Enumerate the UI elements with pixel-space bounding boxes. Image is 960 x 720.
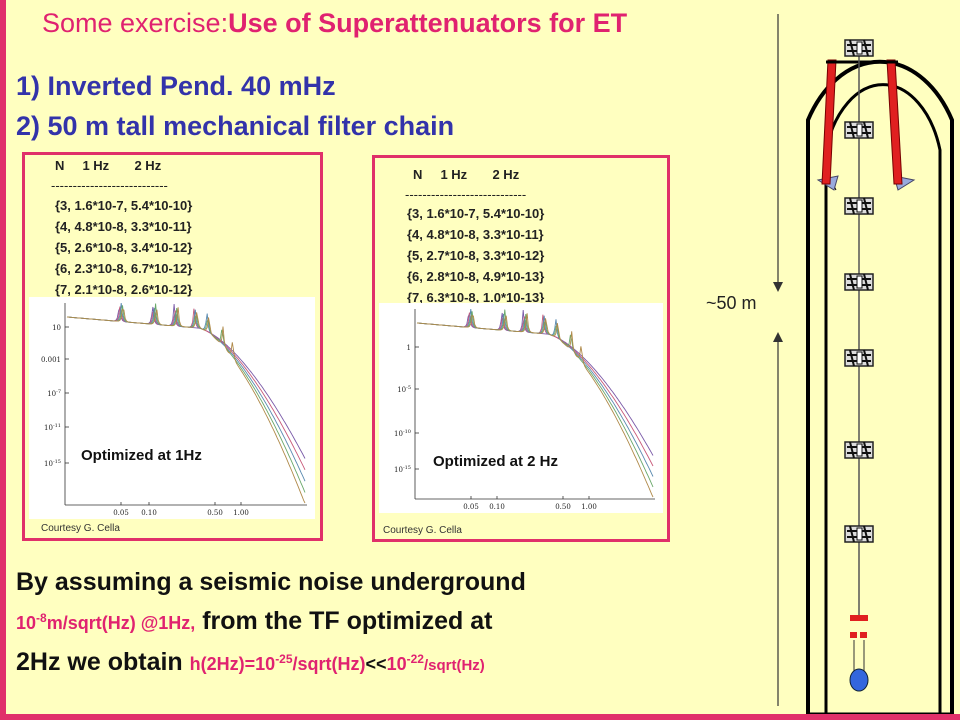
y-tick-label: 10 (52, 324, 61, 332)
h-exp: -25 (275, 652, 293, 666)
marionette-top (850, 615, 868, 621)
panel-2hz: N 1 Hz 2 Hz ----------------------------… (372, 155, 670, 542)
conclusion-line-3-start: 2Hz we obtain (16, 648, 190, 676)
panel-1-row: {6, 2.3*10-8, 6.7*10-12} (55, 261, 193, 276)
y-tick-label: 10-7 (47, 389, 61, 398)
panel-1hz: N 1 Hz 2 Hz --------------------------- … (22, 152, 323, 541)
x-tick-label: 0.10 (489, 503, 505, 511)
bound-base: 10 (386, 654, 407, 674)
plot-1hz: 10 0.001 10-7 10-11 10-15 0.05 0.10 0.50 1.00 Op… (29, 297, 315, 534)
filter-stage (844, 525, 874, 543)
tf-series-line (66, 307, 306, 504)
x-tick-label: 0.10 (141, 509, 157, 517)
tower-inner-wall (824, 83, 942, 714)
x-tick-label: 0.05 (463, 503, 479, 511)
arrow-down-icon (773, 282, 783, 292)
conclusion-line-2-rest: from the TF optimized at (195, 607, 493, 635)
panel-1-row: {3, 1.6*10-7, 5.4*10-10} (55, 198, 193, 213)
plot-1hz-svg: 10 0.001 10-7 10-11 10-15 0.05 0.10 0.50 1.00 (41, 302, 307, 517)
courtesy-label: Courtesy G. Cella (383, 525, 462, 536)
plot-2hz-svg: 1 10-5 10-10 10-15 0.05 0.10 0.50 1.00 (394, 308, 655, 511)
conclusion-line-3: 2Hz we obtain h(2Hz)=10-25/sqrt(Hz)<<10-… (16, 641, 736, 684)
noise-unit: m/sqrt(Hz) @1Hz, (46, 613, 196, 633)
panel-1-row: {5, 2.6*10-8, 3.4*10-12} (55, 240, 193, 255)
panel-2-row: {5, 2.7*10-8, 3.3*10-12} (407, 248, 545, 263)
plot-2hz: 1 10-5 10-10 10-15 0.05 0.10 0.50 1.00 Optimize… (379, 303, 663, 536)
x-tick-label: 0.50 (207, 509, 223, 517)
superattenuator-diagram (773, 14, 954, 714)
y-tick-label: 10-5 (397, 385, 411, 394)
h-result: h(2Hz)=10-25/sqrt(Hz) (189, 652, 366, 674)
bound-unit: /sqrt(Hz) (423, 657, 485, 674)
slide-title: Some exercise:Use of Superattenuators fo… (42, 8, 627, 39)
panel-2-row: {3, 1.6*10-7, 5.4*10-10} (407, 206, 545, 221)
panel-2-row: {4, 4.8*10-8, 3.3*10-11} (407, 227, 544, 242)
h-bound: 10-22/sqrt(Hz) (386, 652, 485, 674)
title-prefix: Some exercise: (42, 8, 229, 38)
panel-2-header: N 1 Hz 2 Hz (413, 167, 520, 182)
tf-series-line (416, 309, 654, 456)
y-tick-label: 10-15 (44, 459, 61, 468)
filter-stage (844, 197, 874, 215)
tf-series-line (66, 306, 306, 470)
y-tick-label: 10-10 (394, 429, 411, 438)
conclusion-line-1: By assuming a seismic noise underground (16, 568, 526, 596)
panel-1-divider: --------------------------- (51, 178, 168, 193)
panel-1-row: {4, 4.8*10-8, 3.3*10-11} (55, 219, 192, 234)
x-tick-label: 1.00 (233, 509, 249, 517)
filter-stage (844, 441, 874, 459)
noise-base: 10 (16, 613, 37, 633)
panel-2-divider: ---------------------------- (405, 187, 527, 202)
h-base: 10 (255, 654, 276, 674)
panel-1-row: {7, 2.1*10-8, 2.6*10-12} (55, 282, 193, 297)
optimized-label: Optimized at 1Hz (81, 447, 202, 464)
panel-2-row: {7, 6.3*10-8, 1.0*10-13} (407, 290, 545, 305)
y-tick-label: 10-15 (394, 465, 411, 474)
optimized-label: Optimized at 2 Hz (433, 453, 559, 470)
filter-chain (844, 39, 874, 543)
much-less-than: << (365, 654, 387, 674)
y-tick-label: 0.001 (41, 356, 61, 364)
item-list: 1) Inverted Pend. 40 mHz 2) 50 m tall me… (16, 66, 454, 146)
item-filter-chain: 2) 50 m tall mechanical filter chain (16, 111, 455, 141)
bound-exp: -22 (406, 652, 424, 666)
title-bold: Use of Superattenuators for ET (228, 8, 628, 38)
x-tick-label: 1.00 (581, 503, 597, 511)
tf-series-line (416, 312, 654, 467)
filter-stage (844, 39, 874, 57)
conclusion-line-2: 10-8m/sqrt(Hz) @1Hz, from the TF optimiz… (16, 600, 736, 641)
panel-2-row: {6, 2.8*10-8, 4.9*10-13} (407, 269, 545, 284)
panel-1-header: N 1 Hz 2 Hz (55, 158, 162, 173)
marionette-right (860, 632, 867, 638)
x-tick-label: 0.50 (555, 503, 571, 511)
filter-stage (844, 349, 874, 367)
item-inverted-pendulum: 1) Inverted Pend. 40 mHz (16, 71, 336, 101)
tf-series-line (416, 308, 654, 477)
conclusion-text: By assuming a seismic noise underground … (16, 564, 736, 684)
x-tick-label: 0.05 (113, 509, 129, 517)
noise-value: 10-8m/sqrt(Hz) @1Hz, (16, 611, 196, 633)
noise-exp: -8 (36, 611, 47, 625)
height-label: ~50 m (706, 293, 757, 313)
filter-stage (844, 273, 874, 291)
y-tick-label: 10-11 (44, 423, 61, 432)
mirror-test-mass (849, 668, 869, 692)
tf-series-line (416, 313, 654, 498)
h-unit: /sqrt(Hz) (292, 654, 366, 674)
ip-leg-left (821, 59, 837, 185)
filter-stage (844, 121, 874, 139)
arrow-up-icon (773, 332, 783, 342)
ip-leg-right (886, 59, 903, 185)
marionette-left (850, 632, 857, 638)
courtesy-label: Courtesy G. Cella (41, 523, 120, 534)
h-label: h(2Hz)= (189, 654, 256, 674)
y-tick-label: 1 (407, 344, 411, 352)
